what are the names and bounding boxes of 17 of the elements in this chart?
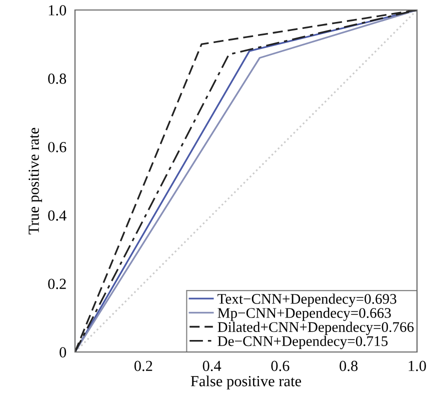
y-axis-title: True positive rate xyxy=(28,128,42,234)
y-tick-label: 0.8 xyxy=(48,74,66,84)
x-tick-label: 0.2 xyxy=(134,360,152,372)
y-tick-label: 0.4 xyxy=(48,210,66,221)
legend-label: Dilated+CNN+Dependecy=0.766 xyxy=(218,322,414,335)
legend-label: Mp−CNN+Dependecy=0.663 xyxy=(218,308,391,321)
x-axis-title: False positive rate xyxy=(190,376,302,390)
y-tick-label: 1.0 xyxy=(48,5,66,16)
x-tick-label: 0.8 xyxy=(340,360,358,372)
x-tick-label: 0.4 xyxy=(202,360,222,372)
x-tick-label: 1.0 xyxy=(408,360,426,372)
y-tick-label: 0.2 xyxy=(48,278,66,290)
y-tick-label: 0 xyxy=(60,347,66,358)
x-tick-label: 0.6 xyxy=(271,360,290,372)
legend-label: De−CNN+Dependecy=0.715 xyxy=(218,336,388,350)
y-tick-label: 0.6 xyxy=(48,142,66,152)
legend-label: Text−CNN+Dependecy=0.693 xyxy=(218,294,396,307)
